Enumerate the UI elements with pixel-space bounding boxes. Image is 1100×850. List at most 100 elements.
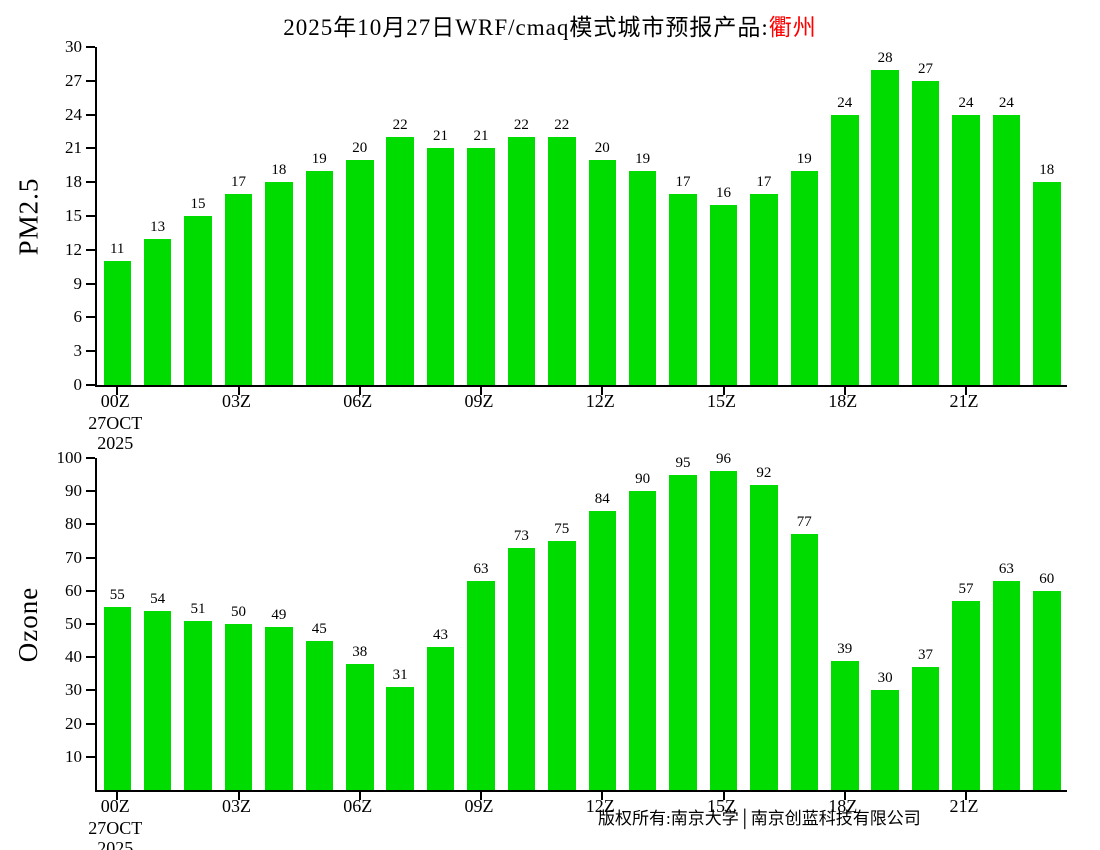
y-tick-mark: [86, 457, 95, 459]
bar: [952, 600, 980, 790]
bar: [709, 204, 738, 385]
x-tick-mark: [722, 387, 725, 395]
bar: [346, 159, 374, 385]
bar-value-label: 19: [796, 150, 812, 167]
x-tick-mark: [358, 792, 361, 800]
bar-value-label: 30: [877, 670, 893, 687]
bar: [1033, 590, 1061, 790]
bar-value-label: 95: [675, 454, 691, 471]
bar: [628, 491, 657, 790]
x-tick-mark: [480, 387, 482, 395]
bar-value-label: 17: [756, 173, 772, 190]
x-tick-label: 12Z: [585, 796, 615, 816]
bar-value-label: 63: [473, 560, 489, 577]
bar: [305, 170, 333, 385]
page-title-city: 衢州: [768, 15, 817, 40]
bar-value-label: 21: [432, 128, 448, 145]
bar-value-label: 24: [998, 94, 1014, 111]
y-tick-mark: [86, 556, 95, 559]
bar: [265, 627, 293, 790]
bar: [507, 137, 536, 385]
y-tick-label: 21: [65, 138, 82, 158]
x-tick-mark: [843, 387, 846, 395]
y-tick-label: 40: [65, 647, 82, 667]
y-tick-mark: [86, 248, 95, 251]
bar: [467, 580, 495, 790]
y-tick-mark: [86, 215, 95, 217]
y-tick-label: 10: [65, 746, 82, 766]
plot-area: 55 54 51 50 49 45 38 31 43 63 73 75 84 90 95 96 92 77 39 30…: [86, 451, 1067, 800]
bar: [467, 148, 495, 385]
x-tick-label: 06Z: [343, 391, 373, 411]
y-tick-label: 30: [65, 37, 82, 56]
x-tick-label: 03Z: [222, 796, 251, 816]
bar: [588, 159, 616, 385]
x-tick-label: 15Z: [707, 391, 736, 411]
bar: [103, 607, 131, 790]
bar-value-label: 24: [958, 94, 974, 111]
x-tick-mark: [237, 387, 240, 395]
bar-value-label: 27: [917, 60, 933, 77]
y-tick-label: 50: [65, 614, 82, 633]
x-tick-label: 03Z: [222, 391, 251, 411]
x-tick-label: 21Z: [949, 796, 979, 816]
bar-value-label: 19: [635, 150, 651, 167]
y-tick-mark: [86, 623, 95, 625]
bar: [669, 193, 697, 385]
y-tick-mark: [86, 46, 95, 48]
bar-value-label: 24: [837, 94, 853, 111]
bar: [952, 114, 980, 385]
bar-value-label: 50: [230, 604, 246, 620]
y-tick-label: 20: [65, 713, 82, 733]
bar: [709, 471, 738, 790]
bar-value-label: 21: [473, 128, 489, 145]
x-tick-mark: [237, 792, 240, 800]
x-tick-label: 06Z: [343, 796, 373, 816]
x-tick-mark: [965, 792, 967, 800]
bar-value-label: 43: [432, 627, 448, 644]
bar: [628, 170, 657, 385]
y-tick-label: 30: [65, 680, 82, 700]
bar-value-label: 17: [230, 173, 246, 190]
x-date-label: 27OCT: [88, 818, 143, 838]
bar-value-label: 37: [917, 647, 933, 664]
bar: [143, 238, 172, 385]
y-tick-label: 24: [65, 104, 82, 124]
bar: [790, 170, 818, 385]
y-tick-mark: [86, 350, 95, 353]
x-date-label: 2025: [97, 433, 134, 453]
bar-value-label: 75: [554, 521, 570, 537]
bar: [750, 484, 778, 790]
bar: [346, 663, 374, 790]
y-tick-label: 27: [65, 70, 82, 90]
bar-value-label: 39: [837, 640, 853, 657]
bar: [1033, 182, 1061, 385]
y-tick-mark: [86, 722, 95, 725]
copyright-text: 版权所有:南京大学│南京创蓝科技有限公司: [598, 809, 921, 828]
bar-value-label: 11: [109, 241, 125, 258]
bar-value-label: 17: [675, 173, 691, 190]
y-tick-label: 18: [65, 172, 82, 192]
x-tick-label: 21Z: [949, 391, 979, 411]
x-tick-mark: [480, 792, 482, 800]
y-tick-mark: [86, 755, 95, 758]
y-tick-label: 100: [56, 448, 83, 467]
pm25-x-axis-labels: 00Z 03Z 06Z 09Z 12Z 15Z 18Z 21Z 27OCT 2025: [88, 391, 1065, 455]
y-tick-mark: [86, 384, 95, 386]
bar: [184, 620, 212, 790]
x-tick-label: 15Z: [707, 796, 736, 816]
bar: [588, 511, 616, 790]
x-tick-mark: [843, 792, 846, 800]
bar-value-label: 18: [271, 162, 287, 179]
bar-value-label: 63: [998, 560, 1014, 577]
bar: [790, 534, 818, 790]
x-tick-mark: [358, 387, 361, 395]
x-tick-mark: [965, 387, 967, 395]
bar: [386, 687, 414, 790]
x-tick-mark: [601, 792, 604, 800]
y-tick-mark: [86, 79, 95, 82]
bar-value-label: 22: [392, 117, 408, 134]
x-tick-label: 18Z: [828, 391, 858, 411]
bar-value-label: 20: [352, 139, 368, 156]
